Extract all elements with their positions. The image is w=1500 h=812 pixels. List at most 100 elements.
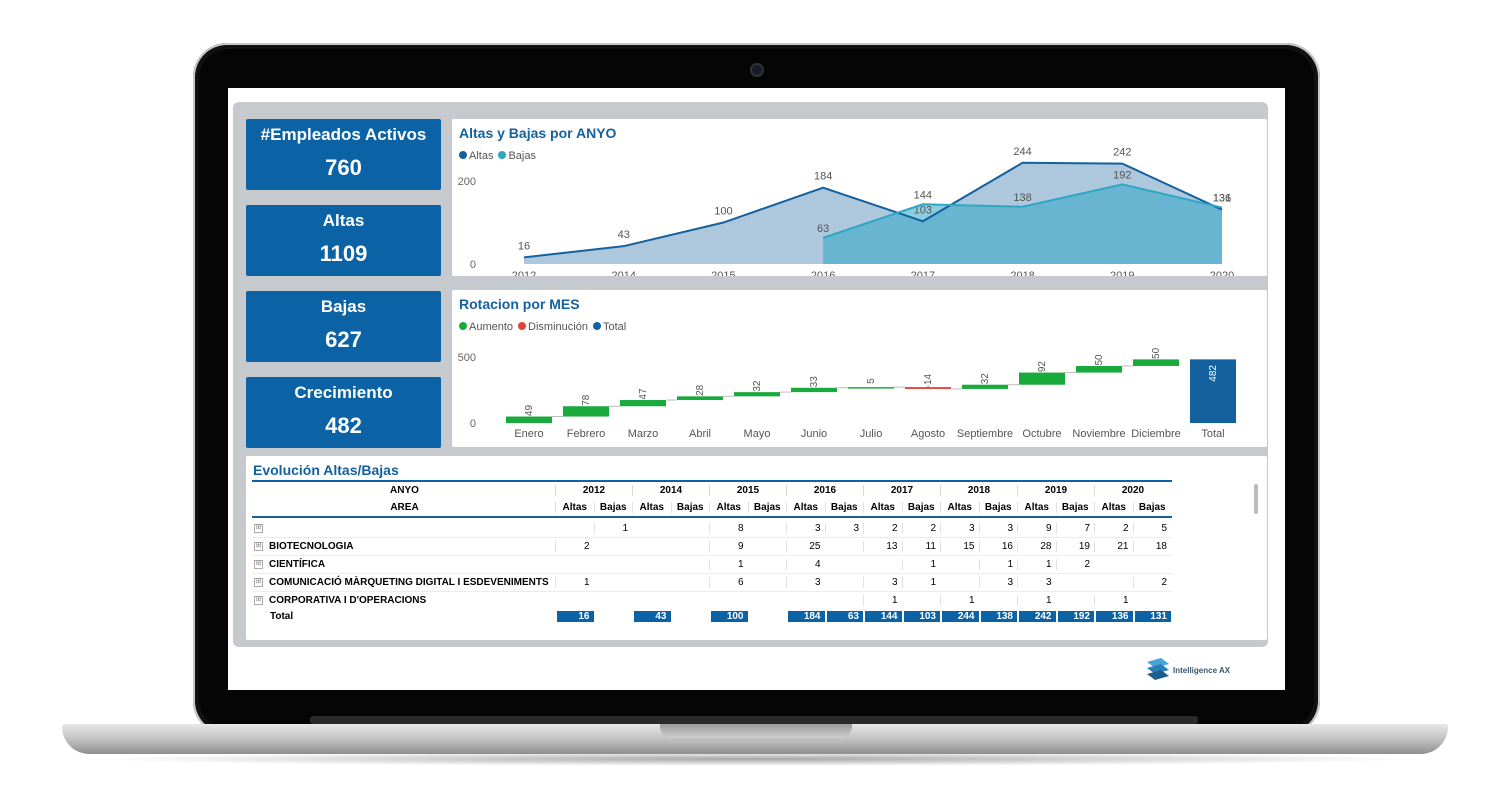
total-cell: 136 [1094, 610, 1133, 622]
expand-icon[interactable]: ⊞ [254, 595, 263, 605]
header-label: ANYO [390, 485, 419, 496]
chart-panel-mes[interactable]: Rotacion por MES Aumento Disminución Tot… [452, 290, 1267, 447]
kpi-label: Bajas [320, 297, 367, 316]
year-header: 2014 [632, 485, 709, 496]
table-panel[interactable]: Evolución Altas/Bajas ANYO 2012 2014 2015 20… [246, 456, 1267, 640]
legend-item-bajas[interactable]: Bajas [498, 150, 536, 162]
expand-icon[interactable]: ⊞ [254, 523, 263, 533]
laptop-notch [660, 724, 852, 738]
x-tick-label: Marzo [628, 428, 659, 440]
x-tick-label: 2012 [512, 270, 536, 276]
value-cell: 4 [786, 559, 825, 570]
vertical-scrollbar[interactable] [1254, 484, 1258, 514]
waterfall-bar [1019, 372, 1065, 385]
sub-header: Bajas [824, 502, 864, 513]
x-tick-label: Total [1201, 428, 1224, 440]
table-header-years: ANYO 2012 2014 2015 2016 2017 2018 2019 2020 [252, 480, 1172, 499]
kpi-card-crecimiento[interactable]: Crecimiento 482 [246, 377, 441, 448]
series-line [822, 183, 1223, 239]
brand-logo: Intelligence AX [1143, 656, 1230, 684]
y-tick-label: 500 [458, 352, 476, 364]
table-row[interactable]: ⊞ COMUNICACIÓ MÀRQUETING DIGITAL I ESDEVE… [252, 574, 1172, 592]
sub-header: Bajas [670, 502, 710, 513]
legend-item-total[interactable]: Total [592, 321, 626, 333]
sub-header: Altas [555, 502, 594, 513]
legend-dot-icon [459, 322, 467, 330]
data-label: 28 [695, 384, 706, 396]
year-header: 2016 [786, 485, 863, 496]
area-label: BIOTECNOLOGIA [269, 541, 354, 552]
sub-header: Bajas [1055, 502, 1095, 513]
year-header: 2015 [709, 485, 786, 496]
table-row[interactable]: ⊞ CIENTÍFICA 1 4 1 1 1 2 [252, 556, 1172, 574]
data-label: 131 [1213, 193, 1231, 205]
line-area-chart: 200 0 2012 2014 2015 2016 2017 2018 2019 2020 16 43… [458, 146, 1235, 276]
value-cell: 15 [940, 541, 979, 552]
legend-item-altas[interactable]: Altas [459, 150, 493, 162]
sub-header: Altas [863, 502, 902, 513]
value-cell: 21 [1094, 541, 1133, 552]
value-cell: 1 [940, 595, 979, 606]
dashboard: #Empleados Activos 760 Altas 1109 Bajas … [233, 102, 1268, 647]
total-cell: 184 [786, 610, 825, 622]
value-cell: 11 [901, 541, 941, 552]
x-tick-label: 2019 [1110, 270, 1134, 276]
waterfall-bar [677, 396, 723, 401]
screen: #Empleados Activos 760 Altas 1109 Bajas … [228, 88, 1285, 690]
value-cell: 3 [940, 523, 979, 534]
matrix-table: ANYO 2012 2014 2015 2016 2017 2018 2019 2020 AREA… [252, 480, 1172, 623]
sub-header: Bajas [593, 502, 633, 513]
kpi-card-altas[interactable]: Altas 1109 [246, 205, 441, 276]
legend-item-aumento[interactable]: Aumento [459, 321, 513, 333]
value-cell: 19 [1055, 541, 1095, 552]
total-cell: 63 [824, 610, 863, 622]
value-cell: 3 [863, 577, 902, 588]
data-label: 32 [980, 373, 991, 385]
x-tick-label: 2017 [911, 270, 935, 276]
expand-icon[interactable]: ⊞ [254, 559, 263, 569]
legend-item-disminucion[interactable]: Disminución [518, 321, 588, 333]
table-row[interactable]: ⊞ CORPORATIVA I D'OPERACIONS 1 1 1 1 [252, 592, 1172, 609]
data-label: 49 [524, 405, 535, 417]
header-label: AREA [390, 502, 419, 513]
y-tick-label: 0 [470, 418, 476, 430]
data-label: 184 [814, 171, 832, 183]
chart-legend: Altas Bajas [459, 150, 536, 162]
expand-icon[interactable]: ⊞ [254, 577, 263, 587]
value-cell: 1 [709, 559, 748, 570]
area-label: CORPORATIVA I D'OPERACIONS [269, 595, 427, 606]
year-header: 2018 [940, 485, 1017, 496]
value-cell: 1 [901, 577, 941, 588]
value-cell: 3 [1017, 577, 1056, 588]
waterfall-bar [962, 384, 1008, 389]
value-cell: 2 [901, 523, 941, 534]
area-cell: ⊞ BIOTECNOLOGIA [252, 541, 555, 552]
table-row[interactable]: ⊞ BIOTECNOLOGIA 2 9 25 13 11 15 16 28 19 21 18 [252, 538, 1172, 556]
waterfall-bar [1076, 365, 1122, 373]
x-tick-label: Octubre [1022, 428, 1061, 440]
value-cell: 3 [978, 577, 1018, 588]
kpi-card-empleados[interactable]: #Empleados Activos 760 [246, 119, 441, 190]
waterfall-bar [734, 392, 780, 397]
series-line [523, 161, 1223, 259]
legend-dot-icon [498, 151, 507, 159]
value-cell: 2 [1055, 559, 1095, 570]
data-label: 100 [714, 206, 732, 218]
x-tick-label: Diciembre [1131, 428, 1181, 440]
kpi-value: 760 [325, 155, 362, 180]
value-cell: 25 [786, 541, 825, 552]
expand-icon[interactable]: ⊞ [254, 541, 263, 551]
value-cell: 9 [709, 541, 748, 552]
data-label: 16 [518, 240, 530, 252]
year-header: 2020 [1094, 485, 1171, 496]
chart-panel-anyo[interactable]: Altas y Bajas por ANYO Altas Bajas 200 0 2… [452, 119, 1267, 276]
value-cell: 6 [709, 577, 748, 588]
table-header-sub: AREA Altas Bajas Altas Bajas Altas Bajas Altas B… [252, 499, 1172, 518]
kpi-card-bajas[interactable]: Bajas 627 [246, 291, 441, 362]
sub-header: Altas [786, 502, 825, 513]
data-label: 5 [866, 378, 877, 384]
value-cell: 1 [1017, 595, 1056, 606]
table-row[interactable]: ⊞ 1 8 3 3 2 2 3 3 9 7 2 5 [252, 520, 1172, 538]
total-cell: 242 [1017, 610, 1056, 622]
sub-header: Altas [1094, 502, 1133, 513]
